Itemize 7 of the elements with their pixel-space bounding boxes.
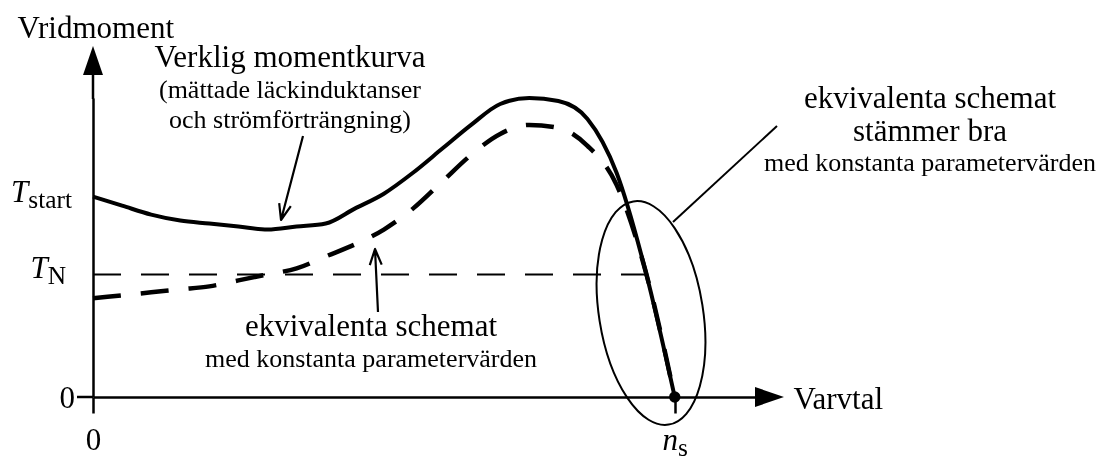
x-tick-label: n$_{s}$	[662, 421, 688, 460]
text: T$_{start}$	[11, 174, 72, 214]
x-axis-title: Varvtal	[793, 380, 884, 416]
text: ekvivalenta schemat stämmer bra med konstanta parametervärden	[763, 80, 1097, 177]
text: T$_{N}$	[30, 250, 66, 290]
text: 0	[59, 380, 75, 415]
annotation: ekvivalenta schemat med konstanta parametervärden	[204, 308, 538, 373]
